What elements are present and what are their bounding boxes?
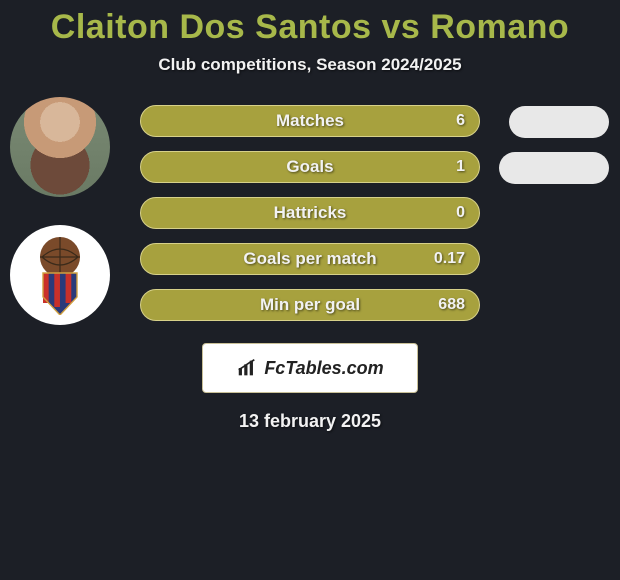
stat-right-value: 0	[456, 204, 465, 222]
brand-text: FcTables.com	[264, 358, 383, 379]
stat-bar: Hattricks 0	[140, 197, 480, 229]
opponent-pill	[499, 152, 609, 184]
stat-right-value: 6	[456, 112, 465, 130]
stat-bar: Goals per match 0.17	[140, 243, 480, 275]
stat-label: Matches	[276, 111, 344, 131]
page-title: Claiton Dos Santos vs Romano	[0, 8, 620, 47]
stat-right-value: 688	[438, 296, 465, 314]
stat-right-value: 1	[456, 158, 465, 176]
stat-right-value: 0.17	[434, 250, 465, 268]
avatar-column	[10, 97, 120, 353]
player2-club-badge	[10, 225, 110, 325]
club-badge-icon	[25, 235, 95, 315]
stat-label: Min per goal	[260, 295, 360, 315]
comparison-zone: Matches 6 Goals 1 Hattricks 0 Goals per match 0…	[0, 105, 620, 321]
stat-label: Goals	[286, 157, 333, 177]
opponent-pill	[509, 106, 609, 138]
stat-label: Hattricks	[274, 203, 347, 223]
date-stamp: 13 february 2025	[0, 411, 620, 432]
stat-label: Goals per match	[243, 249, 376, 269]
chart-icon	[236, 357, 258, 379]
card: Claiton Dos Santos vs Romano Club compet…	[0, 0, 620, 580]
player1-avatar	[10, 97, 110, 197]
stat-bar: Matches 6	[140, 105, 480, 137]
stat-bars: Matches 6 Goals 1 Hattricks 0 Goals per match 0…	[140, 105, 480, 321]
stat-bar: Goals 1	[140, 151, 480, 183]
subtitle: Club competitions, Season 2024/2025	[0, 55, 620, 75]
stat-bar: Min per goal 688	[140, 289, 480, 321]
brand-box[interactable]: FcTables.com	[202, 343, 418, 393]
